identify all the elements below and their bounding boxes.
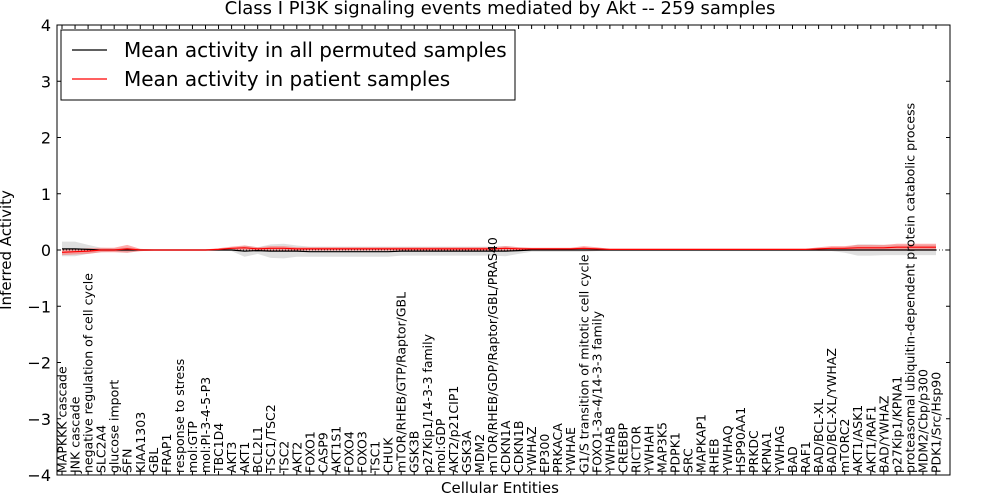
x-tick-label: MDM2/Cbp/p300 [916, 369, 931, 473]
x-tick-label: PDPK1 [668, 432, 683, 473]
chart-title: Class I PI3K signaling events mediated b… [225, 0, 776, 19]
x-tick-label: AKT3 [224, 442, 239, 473]
x-tick-label: CDKN1A [498, 420, 513, 473]
x-tick-label: RHEB [707, 438, 722, 473]
x-tick-label: SFN [120, 449, 135, 473]
x-tick-label: AKT1 [237, 442, 252, 473]
x-tick-label: YWHAB [602, 426, 617, 474]
x-tick-label: KPNA1 [759, 431, 774, 473]
x-tick-label: PRKACA [550, 423, 565, 473]
x-tick-label: JNK cascade [68, 396, 83, 474]
y-tick-label: −1 [27, 297, 51, 316]
x-tick-label: GSK3A [459, 430, 474, 473]
x-tick-label: AKT1S1 [328, 426, 343, 473]
x-tick-label: YWHAH [642, 426, 657, 474]
y-tick-label: 3 [41, 72, 51, 91]
x-tick-label: proteasomal ubiquitin-dependent protein … [902, 103, 917, 473]
x-tick-label: FOXO4 [342, 431, 357, 473]
x-tick-label: SRC [681, 448, 696, 473]
y-axis-label: Inferred Activity [0, 190, 15, 310]
x-tick-label: mTOR/RHEB/GDP/Raptor/GBL/PRAS40 [485, 237, 500, 473]
x-tick-label: KIAA1303 [133, 412, 148, 473]
x-tick-label: AKT2 [289, 442, 304, 473]
x-tick-label: p27Kip1/KPNA1 [889, 376, 904, 473]
x-tick-label: p27Kip1/14-3-3 family [420, 333, 435, 473]
x-tick-label: AKT1/ASK1 [850, 405, 865, 473]
y-tick-label: 4 [41, 16, 51, 35]
x-tick-label: glucose import [107, 380, 122, 473]
x-tick-label: BAD/YWHAZ [876, 396, 891, 473]
x-tick-label: GSK3B [407, 431, 422, 473]
x-tick-label: BAD/BCL-XL/YWHAZ [824, 348, 839, 473]
series-line-1 [61, 246, 936, 253]
x-tick-label: PRKDC [746, 430, 761, 473]
x-tick-label: CDKN1B [511, 421, 526, 473]
y-tick-label: −3 [27, 410, 51, 429]
x-tick-label: TSC2 [276, 441, 291, 474]
x-tick-label: mTOR/RHEB/GTP/Raptor/GBL [394, 292, 409, 473]
legend-label-permuted: Mean activity in all permuted samples [124, 38, 507, 62]
x-tick-label: PDK1/Src/Hsp90 [929, 372, 944, 473]
legend-label-patient: Mean activity in patient samples [124, 67, 450, 91]
x-tick-label: RICTOR [629, 425, 644, 473]
y-tick-label: 1 [41, 185, 51, 204]
series-band-1 [62, 243, 936, 256]
x-tick-label: TBC1D4 [211, 423, 226, 474]
x-tick-label: CASP9 [315, 432, 330, 473]
x-tick-label: BCL2L1 [250, 426, 265, 473]
x-tick-label: response to stress [172, 359, 187, 473]
x-tick-label: RAF1 [798, 441, 813, 473]
x-tick-label: TSC1 [368, 441, 383, 474]
x-tick-label: mTORC2 [837, 419, 852, 473]
x-tick-label: AKT2/p21CIP1 [446, 386, 461, 473]
x-tick-label: BAD/BCL-XL [811, 399, 826, 473]
x-tick-label: MAPKAP1 [694, 414, 709, 473]
x-tick-label: FOXO1 [302, 431, 317, 473]
x-tick-label: FOXO1-3a-4/14-3-3 family [589, 310, 604, 473]
x-tick-label: MAPKKK cascade [55, 366, 70, 473]
x-tick-label: YWHAZ [524, 426, 539, 474]
series-lines [57, 246, 950, 253]
x-tick-label: mol:PI-3-4-5-P3 [198, 377, 213, 473]
x-tick-label: mol:GTP [185, 421, 200, 473]
x-axis-label: Cellular Entities [441, 479, 559, 497]
x-tick-label: MDM2 [472, 434, 487, 473]
x-tick-label: G1/S transition of mitotic cell cycle [576, 254, 591, 473]
x-tick-label: HSP90AA1 [733, 407, 748, 473]
x-tick-label: CHUK [381, 437, 396, 473]
x-tick-label: FOXO3 [355, 431, 370, 473]
x-tick-label: BAD [785, 446, 800, 473]
x-tick-label: YWHAQ [720, 425, 735, 474]
legend-box [60, 29, 516, 101]
x-tick-label: GBL [146, 448, 161, 473]
legend: Mean activity in all permuted samples Me… [60, 29, 516, 101]
x-tick-label: negative regulation of cell cycle [81, 273, 96, 473]
y-tick-label: −2 [27, 354, 51, 373]
x-tick-label: TSC1/TSC2 [263, 404, 278, 474]
x-tick-label: YWHAE [563, 427, 578, 474]
y-tick-label: 0 [41, 241, 51, 260]
x-tick-label: YWHAG [772, 426, 787, 474]
x-tick-label: MAP3K5 [655, 422, 670, 473]
x-tick-label: CREBBP [615, 423, 630, 473]
y-tick-label: 2 [41, 129, 51, 148]
x-tick-label: EP300 [537, 434, 552, 473]
x-tick-label: FRAP1 [159, 434, 174, 473]
x-tick-label: AKT1/RAF1 [863, 406, 878, 473]
y-tick-label: −4 [27, 466, 51, 485]
x-tick-label: SLC2A4 [94, 425, 109, 473]
y-axis: 4 3 2 1 0 −1 −2 −3 −4 [27, 16, 950, 485]
x-tick-label: mol:GDP [433, 418, 448, 473]
